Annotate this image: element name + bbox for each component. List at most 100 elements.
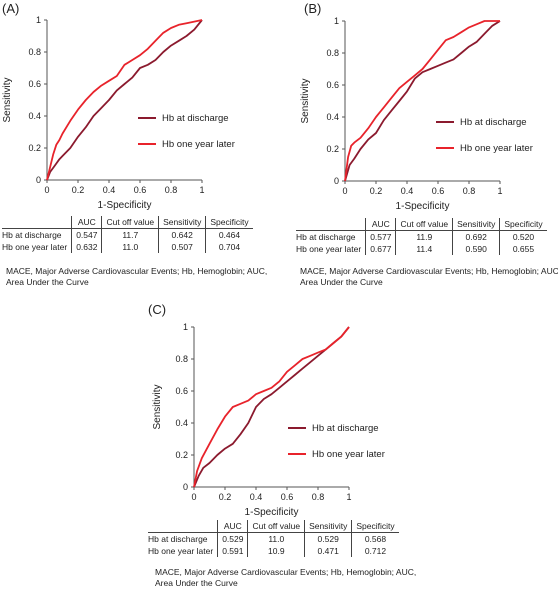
row-label: Hb at discharge: [296, 230, 366, 243]
cell-sensitivity: 0.471: [304, 545, 352, 557]
roc-chart-b: 0 0.2 0.4 0.6 0.8 1 0 0.2 0.4 0.6 0.8 1 1-Specificit…: [300, 16, 533, 212]
y-tick-label: 0.2: [28, 143, 41, 153]
table-row: Hb at discharge 0.529 11.0 0.529 0.568: [148, 532, 399, 545]
cell-specificity: 0.464: [205, 228, 253, 241]
header-sensitivity: Sensitivity: [304, 520, 352, 533]
row-label: Hb one year later: [296, 244, 362, 254]
header-auc: AUC: [217, 520, 248, 533]
footnote-a: MACE, Major Adverse Cardiovascular Event…: [6, 266, 268, 287]
x-tick-label: 0: [44, 185, 49, 195]
cell-specificity: 0.704: [205, 241, 253, 253]
y-tick-label: 1: [36, 15, 41, 25]
x-axis-label: 1-Specificity: [98, 200, 152, 211]
cell-specificity: 0.655: [499, 243, 547, 255]
x-tick-label: 0.2: [219, 492, 232, 502]
x-tick-label: 0.6: [134, 185, 147, 195]
y-tick-label: 0.6: [326, 80, 339, 90]
legend-entry: Hb one year later: [162, 139, 235, 150]
x-tick-label: 0.4: [103, 185, 116, 195]
series-line-hb-discharge: [344, 20, 501, 182]
roc-chart-c: 0 0.2 0.4 0.6 0.8 1 0 0.2 0.4 0.6 0.8 1 1-Specificit…: [152, 322, 385, 518]
table-row: Hb one year later 0.591 10.9 0.471 0.712: [148, 545, 399, 557]
x-tick-label: 0: [342, 186, 347, 196]
x-tick-label: 0: [191, 492, 196, 502]
row-label: Hb at discharge: [2, 228, 72, 241]
row-label: Hb at discharge: [148, 532, 218, 545]
header-auc: AUC: [71, 216, 102, 229]
cell-cutoff: 11.0: [101, 241, 159, 253]
y-tick-label: 1: [334, 16, 339, 26]
x-tick-label: 0.8: [165, 185, 178, 195]
cell-sensitivity: 0.507: [158, 241, 206, 253]
cell-sensitivity: 0.692: [452, 230, 500, 243]
legend-entry: Hb at discharge: [312, 423, 379, 434]
table-row: Hb at discharge 0.547 11.7 0.642 0.464: [2, 228, 253, 241]
table-corner: [148, 520, 218, 533]
panel-label-c: (C): [148, 302, 167, 317]
series-line-hb-discharge: [46, 19, 203, 181]
x-tick-label: 0.2: [72, 185, 85, 195]
y-tick-label: 0.8: [175, 354, 188, 364]
x-tick-label: 0.4: [401, 186, 414, 196]
x-tick-label: 0.8: [463, 186, 476, 196]
cell-specificity: 0.712: [351, 545, 399, 557]
header-specificity: Specificity: [499, 218, 547, 231]
roc-chart-a: 0 0.2 0.4 0.6 0.8 1 0 0.2 0.4 0.6 0.8 1 1-Specificit…: [2, 15, 235, 211]
stats-table-c: AUC Cut off value Sensitivity Specificit…: [148, 520, 399, 557]
x-tick-label: 1: [346, 492, 351, 502]
cell-cutoff: 11.7: [101, 228, 159, 241]
table-row: Hb one year later 0.677 11.4 0.590 0.655: [296, 243, 547, 255]
cell-auc: 0.547: [71, 228, 102, 241]
y-tick-label: 0: [36, 175, 41, 185]
header-cutoff: Cut off value: [101, 216, 159, 229]
legend-entry: Hb one year later: [460, 143, 533, 154]
series-line-hb-one-year: [193, 326, 350, 488]
y-axis-label: Sensitivity: [152, 384, 163, 429]
y-tick-label: 0.4: [175, 418, 188, 428]
cell-cutoff: 10.9: [247, 545, 305, 557]
x-tick-label: 0.4: [250, 492, 263, 502]
cell-auc: 0.529: [217, 532, 248, 545]
y-tick-label: 1: [183, 322, 188, 332]
stats-table-b: AUC Cut off value Sensitivity Specificit…: [296, 218, 547, 255]
x-axis-label: 1-Specificity: [396, 201, 450, 212]
x-tick-label: 1: [497, 186, 502, 196]
stats-table-a: AUC Cut off value Sensitivity Specificit…: [2, 216, 253, 253]
cell-cutoff: 11.9: [395, 230, 453, 243]
table-row: Hb one year later 0.632 11.0 0.507 0.704: [2, 241, 253, 253]
header-sensitivity: Sensitivity: [452, 218, 500, 231]
x-tick-label: 0.6: [432, 186, 445, 196]
y-tick-label: 0.8: [326, 48, 339, 58]
y-tick-label: 0.6: [28, 79, 41, 89]
row-label: Hb one year later: [148, 546, 214, 556]
cell-auc: 0.577: [365, 230, 396, 243]
y-tick-label: 0.8: [28, 47, 41, 57]
cell-sensitivity: 0.590: [452, 243, 500, 255]
y-tick-label: 0.4: [28, 111, 41, 121]
footnote-c: MACE, Major Adverse Cardiovascular Event…: [155, 567, 417, 588]
legend-entry: Hb one year later: [312, 449, 385, 460]
cell-sensitivity: 0.529: [304, 532, 352, 545]
row-label: Hb one year later: [2, 242, 68, 252]
y-tick-label: 0: [183, 482, 188, 492]
y-tick-label: 0: [334, 176, 339, 186]
x-tick-label: 1: [199, 185, 204, 195]
header-specificity: Specificity: [351, 520, 399, 533]
cell-specificity: 0.568: [351, 532, 399, 545]
header-sensitivity: Sensitivity: [158, 216, 206, 229]
panel-label-a: (A): [2, 1, 20, 16]
x-tick-label: 0.8: [312, 492, 325, 502]
header-cutoff: Cut off value: [247, 520, 305, 533]
cell-cutoff: 11.4: [395, 243, 453, 255]
x-axis-label: 1-Specificity: [245, 507, 299, 518]
header-cutoff: Cut off value: [395, 218, 453, 231]
y-tick-label: 0.6: [175, 386, 188, 396]
x-tick-label: 0.2: [370, 186, 383, 196]
series-line-hb-discharge: [193, 326, 350, 488]
y-axis-label: Sensitivity: [300, 78, 311, 123]
cell-specificity: 0.520: [499, 230, 547, 243]
cell-auc: 0.591: [217, 545, 248, 557]
footnote-b: MACE, Major Adverse Cardiovascular Event…: [300, 266, 558, 287]
legend-entry: Hb at discharge: [162, 113, 229, 124]
x-tick-label: 0.6: [281, 492, 294, 502]
